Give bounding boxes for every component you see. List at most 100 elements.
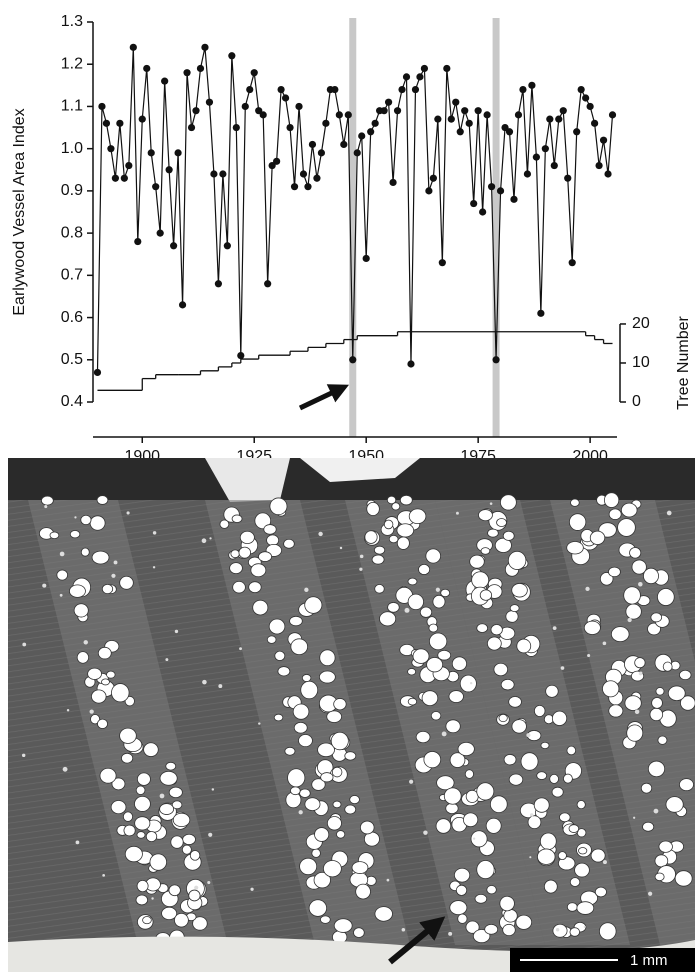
vessel <box>511 719 527 734</box>
vessel <box>188 889 201 902</box>
vessel <box>608 508 622 520</box>
vessel <box>143 742 159 757</box>
data-point <box>322 119 330 127</box>
vessel <box>679 778 694 792</box>
vessel <box>536 771 548 780</box>
vessel <box>569 877 581 887</box>
data-point <box>102 119 111 127</box>
small-pore <box>207 880 211 885</box>
vessel <box>320 772 334 783</box>
vessel <box>326 710 343 723</box>
vessel <box>465 920 480 934</box>
data-point <box>371 119 379 127</box>
photo-arrow <box>388 916 446 965</box>
data-point <box>349 356 357 364</box>
vessel <box>170 835 184 849</box>
vessel <box>171 800 183 810</box>
vessel <box>425 548 441 564</box>
data-point <box>147 149 155 157</box>
data-point <box>210 170 218 178</box>
data-point <box>299 170 308 178</box>
vessel <box>318 670 336 684</box>
small-pore <box>638 671 643 676</box>
small-pore <box>62 766 68 772</box>
small-pore <box>165 658 169 662</box>
vessel <box>503 909 518 923</box>
small-pore <box>59 593 63 597</box>
small-pore <box>473 837 476 840</box>
vessel <box>423 751 442 769</box>
vessel <box>559 812 571 823</box>
vessel <box>436 775 455 791</box>
data-point <box>465 119 473 127</box>
vessel <box>134 795 151 812</box>
vessel <box>415 730 431 744</box>
vessel <box>503 754 517 766</box>
vessel <box>69 584 86 598</box>
vessel <box>566 902 578 912</box>
vessel <box>498 713 508 723</box>
vessel <box>408 508 427 525</box>
data-point <box>532 153 540 161</box>
data-point <box>595 161 603 170</box>
vessel <box>351 861 369 874</box>
small-pore <box>250 887 254 891</box>
vessel <box>111 777 126 791</box>
y-tick-label: 0.8 <box>61 224 83 241</box>
y2-tick-label: 10 <box>632 354 650 371</box>
vessel <box>301 674 312 682</box>
small-pore <box>211 788 215 791</box>
data-point <box>250 69 258 77</box>
small-pore <box>555 928 560 932</box>
small-pore <box>258 722 261 725</box>
data-point <box>407 360 415 368</box>
vessel <box>426 657 444 673</box>
vessel <box>111 683 130 703</box>
vessel <box>165 761 177 771</box>
photo-debris <box>205 458 290 502</box>
vessel <box>539 832 557 850</box>
vessel <box>379 611 397 627</box>
vessel <box>349 795 360 805</box>
vessel <box>578 847 588 855</box>
vessel <box>332 800 342 809</box>
vessel <box>76 651 90 664</box>
data-point <box>273 157 281 165</box>
y-tick-label: 1.0 <box>61 140 83 157</box>
data-point <box>487 183 496 191</box>
vessel <box>500 494 517 511</box>
vessel <box>459 674 477 693</box>
small-pore <box>209 537 212 540</box>
y-tick-label: 0.5 <box>61 351 83 368</box>
vessel <box>364 530 378 544</box>
data-point <box>268 161 276 170</box>
small-pore <box>298 810 303 815</box>
small-pore <box>529 856 532 859</box>
vessel <box>551 710 568 726</box>
vessel <box>336 830 346 839</box>
vessel <box>651 697 663 709</box>
data-point <box>358 132 366 140</box>
y-tick-label: 0.9 <box>61 182 83 199</box>
small-pore <box>602 860 607 865</box>
data-point <box>443 64 451 73</box>
vessel <box>274 650 286 661</box>
vessel <box>330 731 349 751</box>
small-pore <box>111 573 116 578</box>
data-point <box>152 183 160 191</box>
vessel <box>574 862 590 878</box>
vessel <box>174 912 189 928</box>
data-point <box>541 145 549 153</box>
vessel <box>484 924 499 935</box>
data-point <box>599 136 608 144</box>
vessel <box>407 593 424 611</box>
data-point <box>452 98 460 106</box>
small-pore <box>102 873 106 877</box>
vessel <box>533 704 546 717</box>
vessel <box>333 918 353 933</box>
data-point <box>143 64 151 73</box>
vessel <box>136 879 149 893</box>
vessel <box>172 812 191 828</box>
vessel <box>631 559 647 575</box>
vessel <box>430 711 442 721</box>
